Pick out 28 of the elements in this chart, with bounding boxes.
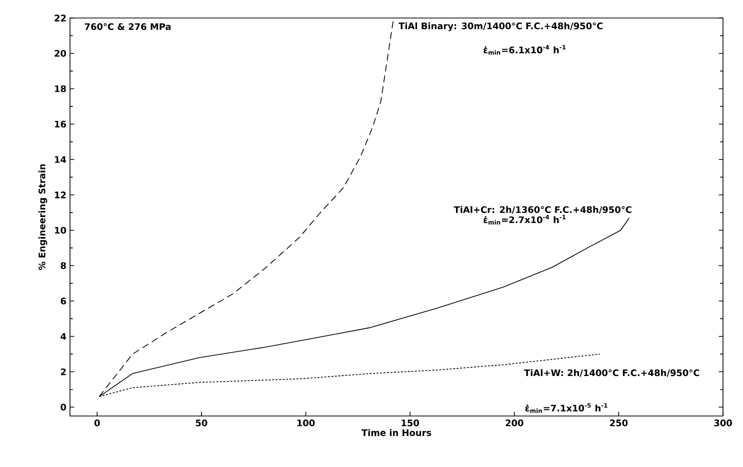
annotation: TiAl+W: 2h/1400°C F.C.+48h/950°C <box>524 369 700 377</box>
annotation: ε̇$_{min}$=7.1x10$^{-5}$ h$^{-1}$ <box>525 403 608 413</box>
y-tick-label: 8 <box>60 262 66 270</box>
x-axis-title: Time in Hours <box>361 429 432 436</box>
y-tick-label: 10 <box>55 226 66 234</box>
y-axis-title: % Engineering Strain <box>38 164 48 270</box>
y-tick-label: 14 <box>55 156 66 163</box>
annotation: TiAl Binary: 30m/1400°C F.C.+48h/950°C <box>398 22 603 32</box>
y-tick-label: 4 <box>60 333 66 340</box>
annotation: ε̇$_{min}$=6.1x10$^{-4}$ h$^{-1}$ <box>484 45 566 55</box>
y-tick-label: 2 <box>60 368 66 376</box>
annotation: 760°C & 276 MPa <box>84 23 171 30</box>
x-tick-label: 250 <box>610 420 628 426</box>
x-tick-label: 150 <box>402 420 419 426</box>
annotation: ε̇$_{min}$=2.7x10$^{-4}$ h$^{-1}$ <box>484 214 566 224</box>
y-tick-label: 0 <box>60 404 66 411</box>
y-tick-label: 6 <box>60 298 66 304</box>
x-tick-label: 50 <box>196 420 208 426</box>
y-tick-label: 12 <box>55 192 66 198</box>
x-tick-label: 300 <box>714 420 732 426</box>
x-tick-label: 0 <box>94 420 100 426</box>
y-tick-label: 16 <box>55 120 66 128</box>
x-tick-label: 200 <box>506 420 524 426</box>
annotation: TiAl+Cr: 2h/1360°C F.C.+48h/950°C <box>454 206 632 214</box>
y-tick-label: 18 <box>55 85 66 92</box>
y-tick-label: 20 <box>54 50 66 57</box>
x-tick-label: 100 <box>297 420 315 426</box>
y-tick-label: 22 <box>54 14 66 22</box>
